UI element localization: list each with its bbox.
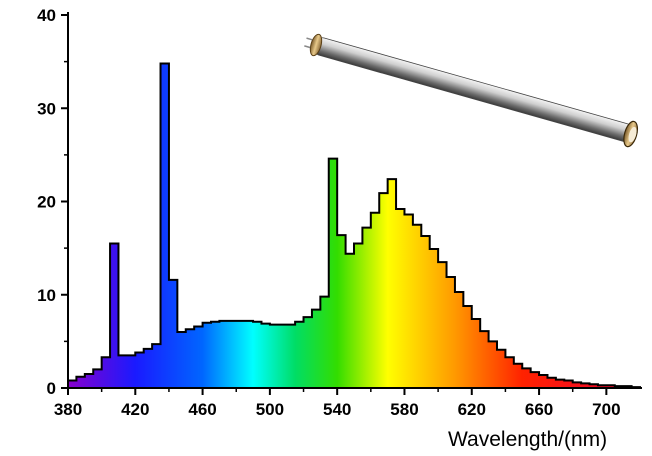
spectrum-bar bbox=[118, 355, 128, 388]
spectrum-bar bbox=[589, 384, 599, 388]
y-tick-label: 20 bbox=[37, 193, 56, 212]
spectrum-bar bbox=[530, 372, 540, 388]
y-tick-label: 30 bbox=[37, 99, 56, 118]
spectrum-bar bbox=[143, 348, 153, 388]
spectrum-bar bbox=[261, 323, 271, 388]
spectrum-bar bbox=[219, 320, 229, 388]
spectrum-bar bbox=[328, 158, 338, 388]
spectrum-bar bbox=[236, 320, 246, 388]
spectrum-bar bbox=[345, 253, 355, 388]
spectrum-bar bbox=[135, 352, 145, 388]
x-tick-label: 580 bbox=[390, 400, 418, 419]
spectrum-bars bbox=[68, 63, 641, 389]
spectrum-bar bbox=[177, 332, 187, 388]
spectrum-bar bbox=[362, 227, 372, 388]
y-tick-label: 40 bbox=[37, 6, 56, 25]
x-axis-title: Wavelength/(nm) bbox=[448, 428, 607, 451]
spectrum-bar bbox=[412, 224, 422, 388]
y-tick-label: 10 bbox=[37, 286, 56, 305]
x-tick-label: 700 bbox=[592, 400, 620, 419]
spectrum-bar bbox=[513, 363, 523, 388]
spectrum-bar bbox=[286, 324, 296, 388]
spectrum-bar bbox=[396, 208, 406, 388]
spectrum-bar bbox=[564, 380, 574, 388]
spectrum-bar bbox=[311, 309, 321, 388]
spectrum-bar bbox=[497, 349, 507, 388]
x-tick-label: 540 bbox=[323, 400, 351, 419]
spectrum-bar bbox=[76, 376, 86, 388]
spectrum-bar bbox=[505, 357, 515, 388]
x-tick-label: 420 bbox=[121, 400, 149, 419]
spectrum-bar bbox=[295, 321, 305, 388]
spectrum-bar bbox=[269, 324, 279, 388]
spectrum-bar bbox=[93, 369, 103, 388]
spectrum-bar bbox=[278, 324, 288, 388]
fluorescent-tube-icon bbox=[304, 33, 639, 148]
spectrum-bar bbox=[168, 279, 178, 388]
spectrum-bar bbox=[555, 379, 565, 388]
spectrum-bar bbox=[68, 380, 78, 388]
x-ticks: 380 420 460 500 540 580 620 660 700 bbox=[54, 388, 621, 419]
spectrum-bar bbox=[421, 236, 431, 388]
spectrum-bar bbox=[152, 344, 162, 388]
spectrum-bar bbox=[126, 355, 136, 388]
spectrum-bar bbox=[572, 382, 582, 388]
spectrum-bar bbox=[547, 377, 557, 388]
spectrum-bar bbox=[404, 214, 414, 388]
spectrum-bar bbox=[429, 249, 439, 388]
x-tick-label: 380 bbox=[54, 400, 82, 419]
spectrum-bar bbox=[110, 243, 120, 388]
spectrum-bar bbox=[522, 368, 532, 388]
spectrum-bar bbox=[370, 212, 380, 388]
spectrum-bar bbox=[253, 321, 263, 388]
spectrum-bar bbox=[84, 374, 94, 388]
y-ticks: 0 10 20 30 40 bbox=[37, 6, 68, 398]
spectrum-bar bbox=[194, 326, 204, 388]
spectrum-bar bbox=[606, 385, 616, 388]
spectrum-bar bbox=[244, 320, 254, 388]
spectrum-bar bbox=[185, 329, 195, 388]
spectrum-bar bbox=[337, 235, 347, 388]
spectrum-bar bbox=[488, 341, 498, 389]
spectrum-outline bbox=[67, 62, 641, 389]
x-tick-label: 500 bbox=[256, 400, 284, 419]
spectrum-bar bbox=[320, 296, 330, 388]
spectrum-bar bbox=[539, 374, 549, 388]
spectrum-bar bbox=[101, 357, 111, 388]
spectrum-bar bbox=[454, 291, 464, 388]
spectrum-bar bbox=[463, 305, 473, 388]
x-tick-label: 660 bbox=[525, 400, 553, 419]
spectrum-bar bbox=[227, 320, 237, 388]
spectrum-bar bbox=[471, 319, 481, 388]
spectrum-bar bbox=[303, 317, 313, 388]
spectrum-bar bbox=[480, 331, 490, 388]
axes: 0 10 20 30 40 380 420 460 500 540 580 620 660 700 bbox=[37, 6, 642, 419]
spectrum-bar bbox=[438, 262, 448, 388]
x-tick-label: 460 bbox=[188, 400, 216, 419]
spectrum-bar bbox=[379, 193, 389, 388]
spectrum-bar bbox=[597, 385, 607, 388]
spectrum-bar bbox=[581, 383, 591, 388]
spectrum-bar bbox=[446, 277, 456, 388]
spectrum-bar bbox=[160, 63, 170, 389]
spectrum-bar bbox=[354, 243, 364, 388]
y-tick-label: 0 bbox=[47, 379, 56, 398]
x-tick-label: 620 bbox=[458, 400, 486, 419]
spectrum-bar bbox=[211, 321, 221, 388]
spectrum-bar bbox=[387, 179, 397, 388]
spectrum-bar bbox=[202, 322, 212, 388]
